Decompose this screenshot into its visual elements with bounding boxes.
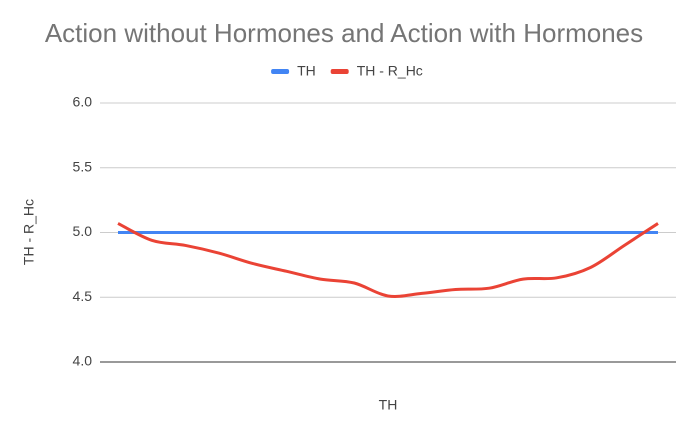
- legend-swatch: [271, 69, 290, 74]
- y-tick-label: 5.5: [73, 158, 93, 174]
- legend-label: TH: [297, 63, 316, 79]
- legend-swatch: [330, 69, 349, 74]
- x-axis-label: TH: [379, 397, 398, 413]
- y-axis-label: TH - R_Hc: [21, 199, 37, 265]
- y-tick-label: 5.0: [73, 223, 93, 239]
- chart-title: Action without Hormones and Action with …: [45, 18, 643, 48]
- y-tick-label: 6.0: [73, 94, 93, 110]
- plot: [117, 222, 659, 298]
- y-tick-label: 4.0: [73, 353, 93, 369]
- legend: TH TH - R_Hc: [271, 63, 423, 79]
- legend-label: TH - R_Hc: [357, 63, 423, 79]
- series-line: [117, 222, 659, 298]
- y-tick-label: 4.5: [73, 288, 93, 304]
- grid: 4.0 4.5 5.0 5.5 6.0: [73, 94, 676, 369]
